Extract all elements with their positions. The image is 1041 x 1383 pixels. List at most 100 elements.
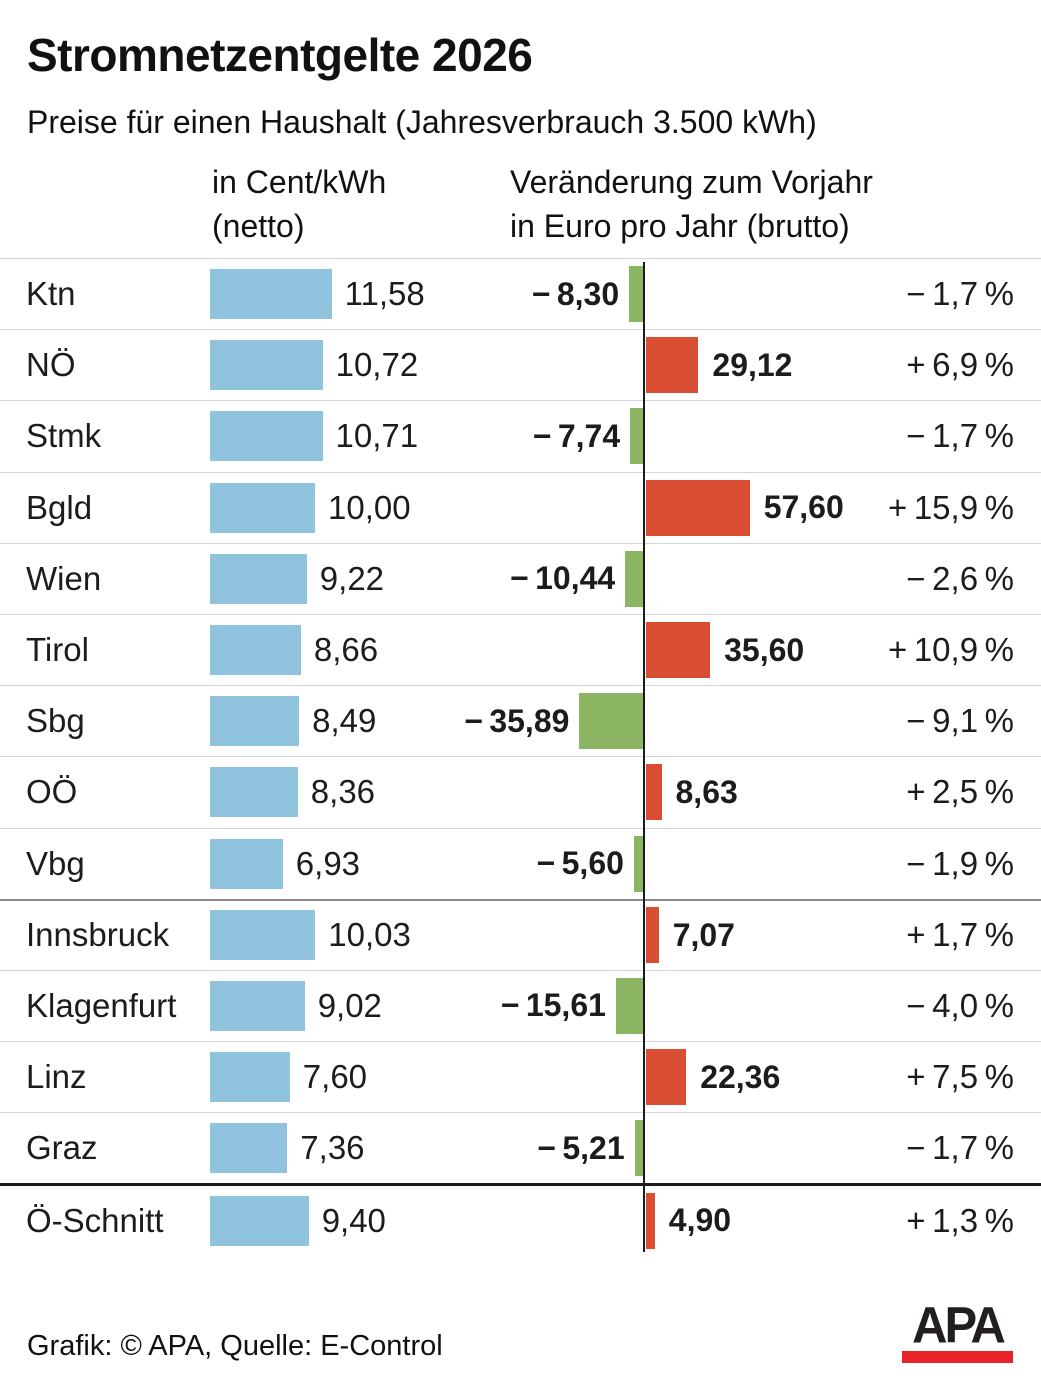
- change-value: 57,60: [763, 489, 844, 526]
- change-bar-decrease: [629, 266, 644, 323]
- change-bar-decrease: [579, 693, 644, 750]
- apa-logo: APA: [902, 1297, 1013, 1363]
- percent-change: − 1,9 %: [906, 844, 1014, 882]
- price-value: 10,72: [335, 346, 419, 384]
- change-value: 7,07: [672, 916, 735, 953]
- zero-baseline: [643, 262, 645, 1252]
- region-label: Innsbruck: [26, 916, 170, 954]
- price-bar: [210, 980, 305, 1031]
- price-bar: [210, 1052, 290, 1103]
- percent-change: + 6,9 %: [906, 346, 1014, 384]
- region-label: Ktn: [26, 275, 76, 313]
- table-row: Ö-Schnitt 9,40 4,90 + 1,3 %: [0, 1183, 1041, 1254]
- percent-change: − 2,6 %: [906, 559, 1014, 597]
- price-bar: [210, 482, 315, 533]
- change-value: 29,12: [712, 346, 793, 383]
- price-bar: [210, 269, 332, 320]
- table-row: OÖ 8,36 8,63 + 2,5 %: [0, 756, 1041, 827]
- table-row: Vbg 6,93 − 5,60 − 1,9 %: [0, 827, 1041, 899]
- price-bar: [210, 696, 300, 747]
- region-label: Ö-Schnitt: [26, 1201, 164, 1239]
- apa-logo-text: APA: [912, 1297, 1006, 1355]
- region-label: OÖ: [26, 773, 78, 811]
- change-bar-decrease: [633, 835, 644, 892]
- percent-change: + 15,9 %: [887, 488, 1014, 526]
- change-bar-increase: [646, 479, 750, 536]
- chart-subtitle: Preise für einen Haushalt (Jahresverbrau…: [27, 104, 817, 140]
- price-value: 9,40: [321, 1201, 386, 1239]
- price-bar: [210, 625, 301, 676]
- region-label: Graz: [26, 1129, 98, 1167]
- change-value: − 7,74: [532, 417, 621, 454]
- region-label: Tirol: [26, 631, 89, 669]
- change-value: − 8,30: [531, 275, 620, 312]
- page-title: Stromnetzentgelte 2026: [27, 29, 533, 81]
- percent-change: − 1,7 %: [906, 417, 1014, 455]
- price-bar: [210, 340, 323, 391]
- price-value: 11,58: [344, 275, 425, 313]
- price-value: 10,71: [335, 417, 419, 455]
- price-value: 6,93: [295, 844, 361, 882]
- change-bar-increase: [646, 337, 699, 394]
- price-value: 8,49: [312, 702, 377, 740]
- price-value: 10,03: [328, 916, 411, 954]
- change-value: − 15,61: [500, 987, 606, 1024]
- change-bar-decrease: [630, 408, 644, 465]
- change-value: − 5,21: [537, 1129, 625, 1166]
- change-value: 8,63: [675, 773, 738, 810]
- percent-change: − 1,7 %: [906, 1129, 1014, 1167]
- percent-change: − 9,1 %: [906, 702, 1014, 740]
- change-bar-decrease: [634, 1120, 644, 1177]
- price-bar: [210, 553, 307, 604]
- percent-change: + 2,5 %: [906, 773, 1014, 811]
- region-label: Bgld: [26, 488, 93, 526]
- table-row: NÖ 10,72 29,12 + 6,9 %: [0, 329, 1041, 400]
- change-bar-increase: [646, 907, 659, 964]
- price-bar: [210, 767, 298, 818]
- price-bar: [210, 838, 283, 889]
- table-row: Klagenfurt 9,02 − 15,61 − 4,0 %: [0, 969, 1041, 1041]
- region-label: Stmk: [26, 417, 102, 455]
- table-row: Innsbruck 10,03 7,07 + 1,7 %: [0, 898, 1041, 970]
- change-value: − 35,89: [464, 702, 570, 739]
- table-row: Linz 7,60 22,36 + 7,5 %: [0, 1041, 1041, 1112]
- change-value: 22,36: [700, 1058, 781, 1095]
- change-bar-decrease: [615, 977, 644, 1034]
- price-value: 8,66: [313, 631, 379, 669]
- price-bar: [210, 1123, 288, 1174]
- table-row: Ktn 11,58 − 8,30 − 1,7 %: [0, 258, 1041, 329]
- change-bar-increase: [646, 1049, 687, 1106]
- table-row: Bgld 10,00 57,60 + 15,9 %: [0, 471, 1041, 543]
- percent-change: + 10,9 %: [887, 631, 1014, 669]
- price-value: 10,00: [328, 488, 411, 526]
- column-header-change: Veränderung zum Vorjahr in Euro pro Jahr…: [510, 164, 873, 244]
- price-bar: [210, 1195, 309, 1246]
- region-label: Klagenfurt: [26, 986, 177, 1024]
- apa-logo-red-bar: [902, 1351, 1013, 1363]
- change-value: 4,90: [668, 1202, 732, 1239]
- region-label: Wien: [26, 559, 102, 597]
- footer-credit: Grafik: © APA, Quelle: E-Control: [27, 1330, 443, 1362]
- column-header-price: in Cent/kWh (netto): [212, 164, 387, 244]
- price-bar: [210, 411, 323, 462]
- region-label: Sbg: [26, 702, 85, 740]
- table-row: Stmk 10,71 − 7,74 − 1,7 %: [0, 400, 1041, 471]
- region-label: NÖ: [26, 346, 76, 384]
- chart-rows-container: Ktn 11,58 − 8,30 − 1,7 % NÖ 10,72 29,12 + 6,9 %…: [0, 258, 1041, 1255]
- price-value: 7,36: [300, 1129, 365, 1167]
- change-bar-increase: [646, 622, 711, 679]
- change-bar-increase: [646, 764, 662, 821]
- price-value: 9,02: [317, 986, 382, 1024]
- region-label: Linz: [26, 1058, 87, 1096]
- region-label: Vbg: [26, 844, 85, 882]
- change-value: − 10,44: [510, 560, 616, 597]
- change-bar-increase: [646, 1192, 655, 1249]
- percent-change: − 4,0 %: [906, 986, 1014, 1024]
- percent-change: + 1,7 %: [906, 916, 1014, 954]
- change-bar-decrease: [625, 550, 644, 607]
- price-value: 8,36: [310, 773, 376, 811]
- percent-change: + 1,3 %: [906, 1201, 1014, 1239]
- change-value: 35,60: [724, 631, 805, 668]
- price-bar: [210, 910, 316, 961]
